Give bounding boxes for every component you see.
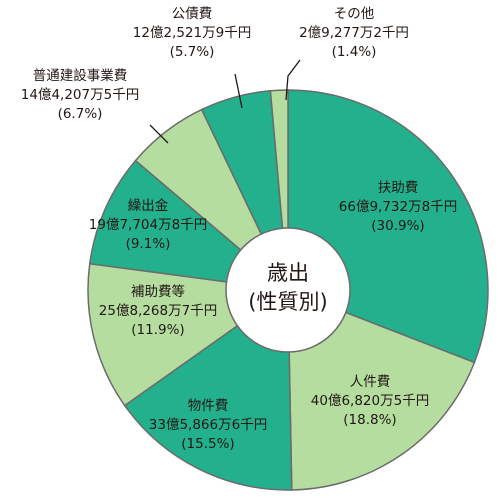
slice-label-hojohi-to: 補助費等 25億8,268万7千円(11.9%) [99,283,217,338]
slice-label-futsu-kensetsu: 普通建設事業費 14億4,207万5千円(6.7%) [21,68,139,122]
center-label-line-1: 歳出 [267,261,309,285]
leader-line-sonota [285,59,301,101]
leader-lines [149,59,301,144]
slice-labels: 扶助費 66億9,732万8千円(30.9%) 人件費 40億6,820万5千円(18… [21,6,457,452]
slice-label-sonota: その他 2億9,277万2千円(1.4%) [299,6,409,60]
slice-label-jinkenhi: 人件費 40億6,820万5千円(18.8%) [311,374,429,428]
center-label-line-2: (性質別) [248,290,327,314]
center-hole [225,227,351,353]
pie-slice-bukkenhi [123,288,293,491]
slice-label-fujohi: 扶助費 66億9,732万8千円(30.9%) [339,180,457,234]
slice-label-bukkenhi: 物件費 33億5,866万6千円(15.5%) [149,398,267,452]
leader-line-kosaihi [234,73,243,109]
pie-slice-jinkenhi [287,288,476,491]
leader-line-futsu-kensetsu [149,124,169,144]
slice-label-kuridashikin: 繰出金 19億7,704万8千円(9.1%) [89,198,207,252]
slice-label-kosaihi: 公債費 12億2,521万9千円(5.7%) [133,6,251,60]
